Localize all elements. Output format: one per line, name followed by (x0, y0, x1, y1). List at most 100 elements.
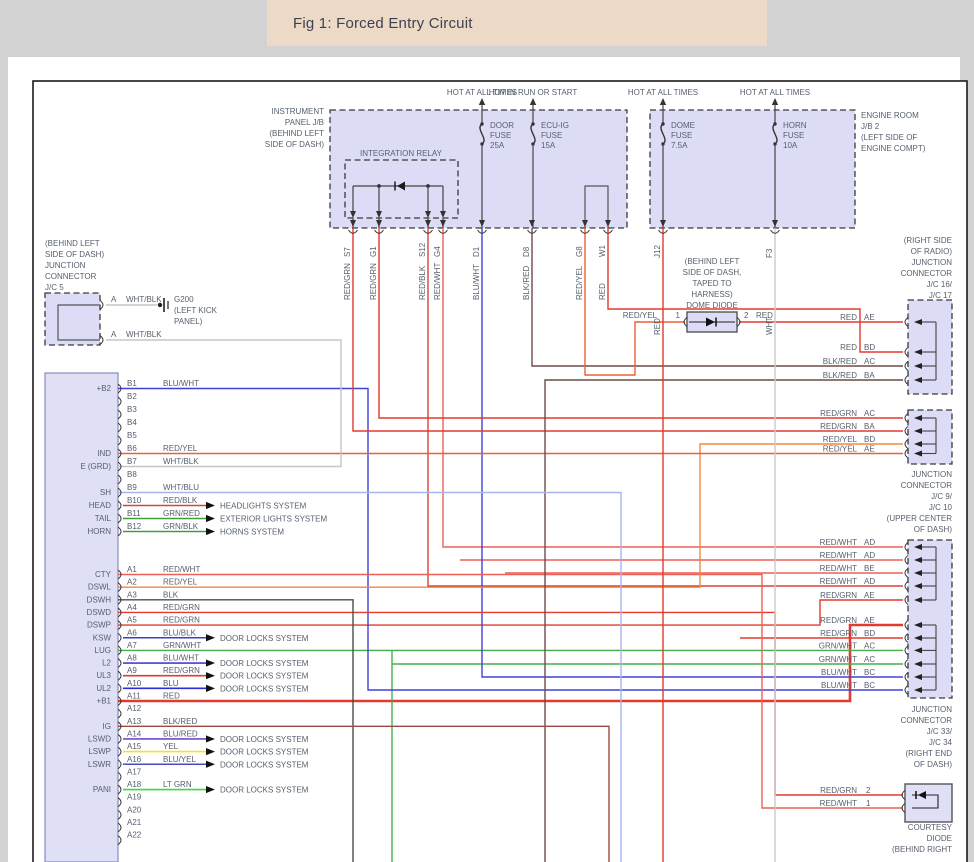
terminal-label: LSWD (88, 734, 111, 743)
system-label: HORNS SYSTEM (220, 528, 284, 537)
pin-label: A12 (127, 704, 142, 713)
title-bar: Fig 1: Forced Entry Circuit (267, 0, 767, 46)
wire-color-label: RED (653, 318, 662, 335)
terminal-label: DSWP (87, 621, 111, 630)
wire-color-label: RED/YEL (823, 435, 858, 444)
horn-fuse-feed-label: HOT AT ALL TIMES (740, 88, 810, 97)
terminal-label: +B1 (97, 697, 112, 706)
door-fuse-label: DOOR (490, 121, 514, 130)
wire-color-label: RED/GRN (820, 786, 857, 795)
pin-label: A5 (127, 616, 137, 625)
pin-arrow-icon (582, 220, 588, 227)
pin-code-label: AE (864, 591, 875, 600)
pin-label: G1 (369, 246, 378, 257)
dome-diode-label: TAPED TO (692, 279, 731, 288)
wire-color-label: BLU/WHT (472, 264, 481, 300)
wire-color-label: BLU/WHT (163, 654, 199, 663)
pin-bracket-icon (117, 734, 122, 744)
pin-code-label: AC (864, 409, 875, 418)
jc1617-pin-arrow-icon (914, 377, 922, 383)
wire-color-label: LT GRN (163, 780, 192, 789)
pin-label: B3 (127, 405, 137, 414)
pin-label: B9 (127, 483, 137, 492)
wire-color-label: RED/WHT (820, 577, 857, 586)
pin-label: A21 (127, 818, 142, 827)
system-arrow-icon (206, 760, 215, 768)
pin-bracket-icon (117, 632, 122, 643)
jc3334-label: J/C 34 (929, 738, 953, 747)
terminal-label: DSWL (88, 583, 112, 592)
jc1617-pin-arrow-icon (914, 363, 922, 369)
relay-drop-arrow-icon (440, 211, 446, 218)
pin-bracket-icon (117, 513, 122, 524)
jc3334-pin-arrow-icon (914, 622, 922, 628)
pin-label: A6 (127, 628, 137, 637)
pin-bracket-icon (348, 229, 358, 234)
pin-label: W1 (598, 244, 607, 257)
pin-bracket-icon (904, 672, 909, 682)
terminal-label: HORN (87, 527, 111, 536)
horn-fuse-label: FUSE (783, 131, 804, 140)
pin-bracket-icon (117, 797, 122, 808)
system-arrow-icon (206, 659, 215, 667)
horn-fuse-label: 10A (783, 141, 798, 150)
door-fuse-up-arrow-icon (478, 98, 486, 105)
system-arrow-icon (206, 514, 215, 523)
wire-color-label: RED/WHT (820, 538, 857, 547)
jc3334-pin-arrow-icon (914, 544, 922, 550)
jc3334-label: OF DASH) (914, 760, 953, 769)
jc1617-pin-arrow-icon (914, 349, 922, 355)
dome-diode-label: (BEHIND LEFT (685, 257, 740, 266)
pin-bracket-icon (904, 555, 909, 565)
door-fuse-label: FUSE (490, 131, 511, 140)
system-label: DOOR LOCKS SYSTEM (220, 684, 309, 693)
pin-label: A (111, 295, 117, 304)
wire-color-label: GRN/RED (163, 509, 200, 518)
pin-bracket-icon (117, 435, 122, 446)
pin-arrow-icon (350, 220, 356, 227)
jc5-box (44, 292, 101, 346)
terminal-label: KSW (93, 633, 112, 642)
ground-label: G200 (174, 295, 194, 304)
courtesy-diode-box (904, 783, 953, 823)
wire-color-label: WHT/BLK (126, 295, 162, 304)
jc5-internal-bus (57, 304, 100, 341)
terminal-label: IG (103, 722, 111, 731)
jc1617-label: JUNCTION (912, 258, 953, 267)
pin-code-label: AD (864, 551, 875, 560)
pin-label: A19 (127, 793, 142, 802)
jc910-pin-arrow-icon (914, 428, 922, 434)
wire-color-label: RED/YEL (163, 578, 198, 587)
wire-color-label: BLU/WHT (821, 668, 857, 677)
relay-drop-arrow-icon (350, 211, 356, 218)
wire-w1-red (607, 228, 903, 353)
system-arrow-icon (206, 735, 215, 743)
horn-fuse-dot (773, 122, 777, 126)
jc910-label: (UPPER CENTER (887, 514, 953, 523)
pin-bracket-icon (117, 448, 122, 459)
engine-room-jb-box (649, 109, 856, 229)
wire-a13-blk-red (118, 725, 610, 862)
jc3334-pin-arrow-icon (914, 570, 922, 576)
engine-room-jb-label: J/B 2 (861, 122, 880, 131)
jc1617-label: (RIGHT SIDE (904, 236, 952, 245)
jc910-label: OF DASH) (914, 525, 953, 534)
jc1617-label: CONNECTOR (901, 269, 953, 278)
system-label: DOOR LOCKS SYSTEM (220, 786, 309, 795)
jc1617-pin-arrow-icon (914, 319, 922, 325)
jc3334-label: JUNCTION (912, 705, 953, 714)
engine-room-jb-label: (LEFT SIDE OF (861, 133, 917, 142)
pin-code-label: BD (864, 435, 875, 444)
wire-color-label: RED (840, 343, 857, 352)
pin-label: G4 (433, 246, 442, 257)
pin-bracket-icon (117, 607, 122, 618)
wire-color-label: BLK (163, 590, 179, 599)
pin-code-label: BE (864, 564, 875, 573)
pin-bracket-icon (904, 645, 909, 656)
ground-label: (LEFT KICK (174, 306, 218, 315)
jc3334-box (907, 539, 953, 699)
horn-fuse-up-arrow-icon (771, 98, 779, 105)
pin-label: J12 (653, 245, 662, 258)
